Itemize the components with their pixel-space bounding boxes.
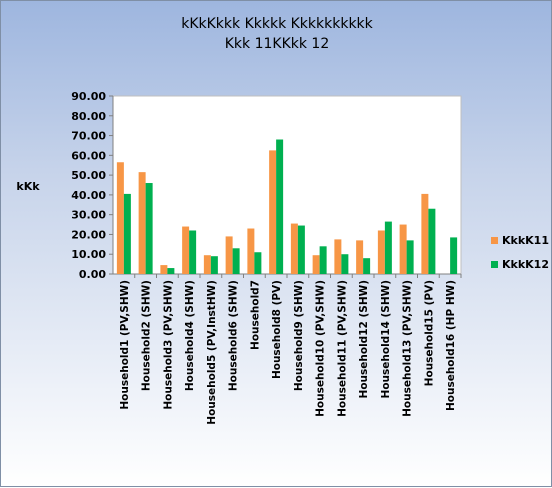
chart-title-line-1: kKkKkkk Kkkkk Kkkkkkkkkk (181, 16, 373, 32)
bar-KkkK12-6 (232, 248, 240, 274)
y-tick-label: 10.00 (71, 248, 106, 261)
bar-KkkK12-9 (297, 225, 305, 274)
bar-KkkK11-11 (334, 239, 342, 274)
legend-label: KkkK12 (502, 258, 549, 271)
x-category-label: Household11 (PV,SHW) (336, 280, 348, 417)
bar-KkkK12-13 (384, 221, 392, 274)
bar-KkkK11-6 (225, 236, 233, 274)
y-axis-label: kKk (16, 180, 40, 193)
bar-KkkK11-13 (377, 230, 385, 274)
x-category-label: Household1 (PV,SHW) (119, 280, 131, 410)
x-category-label: Household16 (HP HW) (445, 280, 457, 411)
bar-KkkK12-8 (276, 139, 284, 274)
y-tick-label: 40.00 (71, 189, 106, 202)
x-category-label: Household5 (PV,InstHW) (206, 280, 218, 425)
bar-KkkK11-1 (116, 162, 124, 274)
x-category-label: Household2 (SHW) (141, 280, 153, 391)
y-tick-label: 60.00 (71, 149, 106, 162)
x-category-label: Household3 (PV,SHW) (162, 280, 174, 410)
legend-swatch (491, 237, 498, 244)
legend-label: KkkK11 (502, 234, 549, 247)
bar-KkkK11-2 (138, 172, 146, 274)
bar-KkkK12-12 (363, 258, 371, 274)
bar-KkkK11-5 (203, 255, 211, 274)
bar-KkkK12-16 (450, 237, 458, 274)
bar-KkkK11-15 (421, 193, 429, 274)
y-tick-label: 80.00 (71, 110, 106, 123)
bar-KkkK12-11 (341, 254, 349, 274)
x-category-label: Household14 (SHW) (380, 280, 392, 398)
bar-KkkK12-14 (406, 240, 414, 274)
y-tick-label: 20.00 (71, 228, 106, 241)
x-category-label: Household10 (PV,SHW) (315, 280, 327, 417)
chart-title-line-2: Kkk 11KKkk 12 (225, 36, 330, 52)
y-tick-label: 90.00 (71, 90, 106, 103)
bar-KkkK11-8 (269, 150, 277, 274)
y-tick-label: 0.00 (79, 268, 106, 281)
bar-KkkK11-4 (182, 226, 190, 274)
legend: KkkK11 KkkK12 (491, 234, 549, 271)
bar-KkkK12-4 (189, 230, 197, 274)
bar-KkkK11-9 (290, 223, 298, 274)
legend-swatch (491, 261, 498, 268)
y-tick-label: 30.00 (71, 209, 106, 222)
x-category-label: Household13 (PV,SHW) (402, 280, 414, 417)
y-tick-label: 70.00 (71, 130, 106, 143)
bar-KkkK12-3 (167, 268, 175, 274)
bar-KkkK11-14 (399, 224, 407, 274)
y-tick-label: 50.00 (71, 169, 106, 182)
bar-KkkK11-12 (356, 240, 364, 274)
plot-area: 0.00 10.00 20.00 30.00 40.00 50.00 60.00 70.00 8… (71, 90, 462, 425)
x-category-label: Household9 (SHW) (293, 280, 305, 391)
bar-KkkK12-1 (123, 193, 131, 274)
bar-KkkK12-2 (145, 183, 153, 274)
x-category-label: Household12 (SHW) (358, 280, 370, 398)
bar-KkkK12-15 (428, 208, 436, 274)
x-category-label: Household4 (SHW) (184, 280, 196, 391)
bar-KkkK12-10 (319, 246, 327, 274)
bar-KkkK12-7 (254, 252, 262, 274)
x-category-label: Household15 (PV) (423, 280, 435, 386)
bar-KkkK12-5 (210, 256, 218, 274)
bar-KkkK11-3 (160, 265, 168, 274)
bar-KkkK11-10 (312, 255, 320, 274)
x-category-label: Household7 (249, 280, 261, 350)
x-category-label: Household8 (PV) (271, 280, 283, 379)
x-category-label: Household6 (SHW) (228, 280, 240, 391)
bar-KkkK11-7 (247, 228, 255, 274)
